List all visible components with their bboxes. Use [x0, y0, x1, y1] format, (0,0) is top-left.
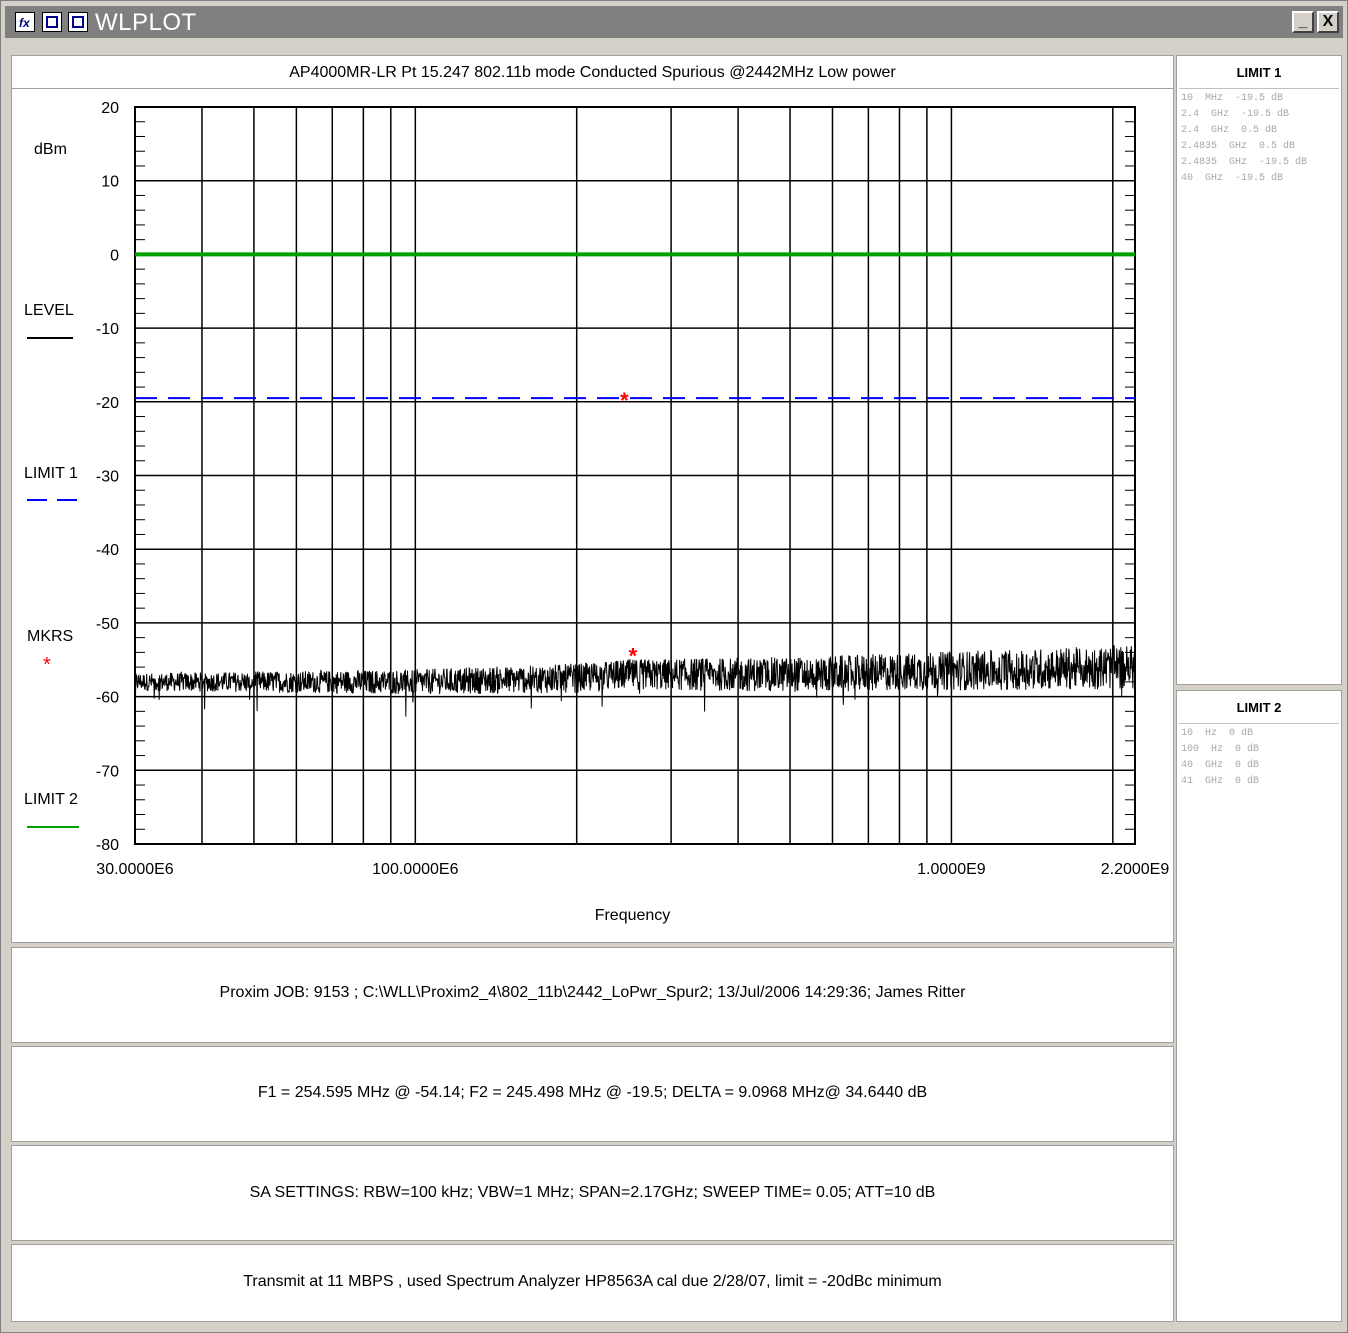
limit1-header: LIMIT 1 [1179, 58, 1339, 89]
chart-title: AP4000MR-LR Pt 15.247 802.11b mode Condu… [289, 64, 896, 81]
y-tick-label: -10 [96, 321, 119, 338]
legend-limit1-label: LIMIT 1 [24, 465, 78, 482]
window-title: WLPLOT [95, 9, 197, 36]
limit2-row: 41 GHz 0 dB [1181, 776, 1260, 787]
y-tick-label: -50 [96, 616, 119, 633]
chart-panel [11, 55, 1174, 943]
window-icon-2[interactable] [68, 12, 88, 32]
legend-mkrs-label: MKRS [27, 628, 74, 645]
job-info-panel: Proxim JOB: 9153 ; C:\WLL\Proxim2_4\802_… [11, 947, 1174, 1043]
marker-info-panel: F1 = 254.595 MHz @ -54.14; F2 = 245.498 … [11, 1046, 1174, 1142]
y-axis-label: dBm [34, 141, 67, 158]
limit2-row: 10 Hz 0 dB [1181, 728, 1254, 739]
job-info-text: Proxim JOB: 9153 ; C:\WLL\Proxim2_4\802_… [219, 984, 966, 1001]
y-tick-label: -30 [96, 469, 119, 486]
plot-frame [134, 106, 1136, 845]
limit1-panel: LIMIT 1 10 MHz -19.5 dB 2.4 GHz -19.5 dB… [1176, 55, 1342, 685]
legend-limit2-label: LIMIT 2 [24, 791, 78, 808]
y-tick-label: 20 [101, 100, 119, 117]
sa-settings-panel: SA SETTINGS: RBW=100 kHz; VBW=1 MHz; SPA… [11, 1145, 1174, 1241]
y-tick-label: -70 [96, 763, 119, 780]
x-tick-label: 30.0000E6 [96, 861, 174, 878]
y-tick-label: -80 [96, 837, 119, 854]
x-tick-label: 2.2000E9 [1101, 861, 1170, 878]
y-tick-label: -40 [96, 542, 119, 559]
y-tick-label: -60 [96, 690, 119, 707]
legend-mkrs-asterisk-icon: * [43, 654, 51, 676]
x-tick-label: 1.0000E9 [917, 861, 986, 878]
legend-level-swatch [27, 337, 73, 339]
y-tick-label: -20 [96, 395, 119, 412]
x-tick-label: 100.0000E6 [372, 861, 458, 878]
sa-settings-text: SA SETTINGS: RBW=100 kHz; VBW=1 MHz; SPA… [249, 1184, 936, 1201]
marker-f2-asterisk-icon: * [620, 388, 629, 413]
legend-limit2-swatch [27, 826, 79, 828]
limit1-row: 2.4 GHz 0.5 dB [1181, 125, 1278, 136]
notes-panel: Transmit at 11 MBPS , used Spectrum Anal… [11, 1244, 1174, 1322]
marker-f1-asterisk-icon: * [629, 643, 638, 668]
limit2-row: 40 GHz 0 dB [1181, 760, 1260, 771]
legend-limit1-swatch [27, 499, 81, 501]
y-tick-label: 10 [101, 174, 119, 191]
limit1-row: 10 MHz -19.5 dB [1181, 93, 1284, 104]
limit1-row: 2.4 GHz -19.5 dB [1181, 109, 1290, 120]
x-axis-label: Frequency [594, 907, 671, 924]
close-button[interactable]: X [1317, 11, 1339, 33]
limit1-row: 2.4835 GHz 0.5 dB [1181, 141, 1296, 152]
title-bar[interactable]: fx WLPLOT _ X [5, 6, 1343, 38]
spectrum-plot: 20 10 0 -10 -20 -30 -40 -50 -60 -70 -80 30.0000E6 10… [96, 100, 1170, 878]
svg-text:fx: fx [19, 16, 31, 30]
limit2-header: LIMIT 2 [1179, 693, 1339, 724]
limit1-row: 2.4835 GHz -19.5 dB [1181, 157, 1308, 168]
minimize-button[interactable]: _ [1292, 11, 1314, 33]
level-trace [134, 645, 1136, 717]
y-tick-label: 0 [110, 247, 119, 264]
limit2-row: 100 Hz 0 dB [1181, 744, 1260, 755]
chart-title-bar [11, 55, 1174, 89]
notes-text: Transmit at 11 MBPS , used Spectrum Anal… [243, 1273, 942, 1290]
marker-info-text: F1 = 254.595 MHz @ -54.14; F2 = 245.498 … [257, 1084, 928, 1101]
legend-level-label: LEVEL [24, 302, 74, 319]
limit1-row: 40 GHz -19.5 dB [1181, 173, 1284, 184]
window-icon[interactable] [42, 12, 62, 32]
fx-icon[interactable]: fx [15, 12, 35, 32]
limit2-panel: LIMIT 2 10 Hz 0 dB 100 Hz 0 dB 40 GHz 0 … [1176, 690, 1342, 1322]
